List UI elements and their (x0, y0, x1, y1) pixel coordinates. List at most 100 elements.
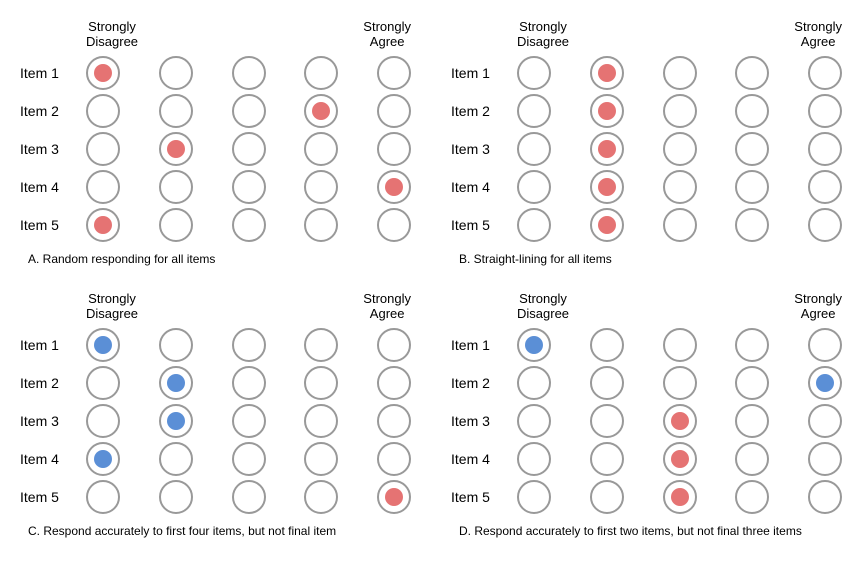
likert-option[interactable] (159, 170, 193, 204)
likert-option[interactable] (517, 480, 551, 514)
likert-option[interactable] (590, 442, 624, 476)
likert-option[interactable] (517, 132, 551, 166)
likert-option[interactable] (517, 208, 551, 242)
likert-option[interactable] (808, 132, 842, 166)
likert-option[interactable] (590, 208, 624, 242)
likert-option[interactable] (159, 442, 193, 476)
likert-option[interactable] (663, 442, 697, 476)
likert-option[interactable] (86, 480, 120, 514)
likert-option[interactable] (304, 208, 338, 242)
likert-option[interactable] (735, 170, 769, 204)
likert-option[interactable] (86, 56, 120, 90)
likert-option[interactable] (808, 442, 842, 476)
likert-option[interactable] (808, 56, 842, 90)
likert-option[interactable] (377, 170, 411, 204)
likert-option[interactable] (517, 56, 551, 90)
likert-option[interactable] (232, 442, 266, 476)
likert-option[interactable] (735, 94, 769, 128)
likert-option[interactable] (808, 366, 842, 400)
likert-option[interactable] (159, 480, 193, 514)
likert-option[interactable] (517, 94, 551, 128)
likert-option[interactable] (663, 480, 697, 514)
likert-option[interactable] (735, 480, 769, 514)
likert-option[interactable] (377, 94, 411, 128)
likert-option[interactable] (377, 404, 411, 438)
likert-option[interactable] (86, 170, 120, 204)
likert-option[interactable] (86, 404, 120, 438)
likert-option[interactable] (159, 94, 193, 128)
likert-option[interactable] (304, 404, 338, 438)
likert-option[interactable] (590, 94, 624, 128)
likert-option[interactable] (663, 170, 697, 204)
likert-option[interactable] (735, 442, 769, 476)
likert-option[interactable] (159, 366, 193, 400)
likert-option[interactable] (159, 328, 193, 362)
likert-option[interactable] (735, 328, 769, 362)
likert-option[interactable] (590, 56, 624, 90)
likert-option[interactable] (304, 328, 338, 362)
likert-option[interactable] (590, 480, 624, 514)
likert-option[interactable] (517, 442, 551, 476)
likert-option[interactable] (377, 328, 411, 362)
likert-option[interactable] (232, 404, 266, 438)
likert-option[interactable] (517, 404, 551, 438)
likert-option[interactable] (232, 170, 266, 204)
likert-option[interactable] (232, 480, 266, 514)
likert-option[interactable] (735, 208, 769, 242)
likert-option[interactable] (304, 94, 338, 128)
likert-option[interactable] (377, 56, 411, 90)
likert-option[interactable] (86, 208, 120, 242)
likert-option[interactable] (86, 366, 120, 400)
likert-option[interactable] (517, 328, 551, 362)
likert-option[interactable] (808, 404, 842, 438)
likert-option[interactable] (590, 366, 624, 400)
likert-option[interactable] (232, 208, 266, 242)
likert-option[interactable] (663, 56, 697, 90)
likert-option[interactable] (735, 404, 769, 438)
likert-option[interactable] (517, 170, 551, 204)
likert-option[interactable] (304, 480, 338, 514)
likert-option[interactable] (663, 404, 697, 438)
likert-option[interactable] (663, 94, 697, 128)
likert-option[interactable] (663, 132, 697, 166)
likert-option[interactable] (159, 56, 193, 90)
likert-option[interactable] (590, 170, 624, 204)
likert-option[interactable] (590, 328, 624, 362)
likert-option[interactable] (304, 442, 338, 476)
likert-option[interactable] (377, 366, 411, 400)
likert-option[interactable] (663, 366, 697, 400)
likert-option[interactable] (304, 56, 338, 90)
likert-option[interactable] (232, 56, 266, 90)
likert-option[interactable] (663, 328, 697, 362)
likert-option[interactable] (304, 170, 338, 204)
likert-option[interactable] (735, 132, 769, 166)
likert-option[interactable] (232, 366, 266, 400)
likert-option[interactable] (808, 170, 842, 204)
likert-option[interactable] (232, 132, 266, 166)
likert-option[interactable] (304, 366, 338, 400)
likert-option[interactable] (377, 442, 411, 476)
likert-option[interactable] (377, 132, 411, 166)
likert-option[interactable] (663, 208, 697, 242)
likert-option[interactable] (377, 208, 411, 242)
likert-option[interactable] (735, 56, 769, 90)
likert-option[interactable] (517, 366, 551, 400)
likert-option[interactable] (86, 328, 120, 362)
likert-option[interactable] (232, 328, 266, 362)
likert-option[interactable] (304, 132, 338, 166)
likert-option[interactable] (159, 208, 193, 242)
likert-option[interactable] (808, 328, 842, 362)
likert-option[interactable] (377, 480, 411, 514)
likert-option[interactable] (735, 366, 769, 400)
likert-option[interactable] (590, 404, 624, 438)
likert-option[interactable] (159, 132, 193, 166)
likert-option[interactable] (232, 94, 266, 128)
likert-option[interactable] (86, 132, 120, 166)
likert-option[interactable] (159, 404, 193, 438)
likert-option[interactable] (808, 208, 842, 242)
likert-option[interactable] (590, 132, 624, 166)
likert-option[interactable] (86, 94, 120, 128)
likert-option[interactable] (808, 94, 842, 128)
likert-option[interactable] (86, 442, 120, 476)
likert-option[interactable] (808, 480, 842, 514)
